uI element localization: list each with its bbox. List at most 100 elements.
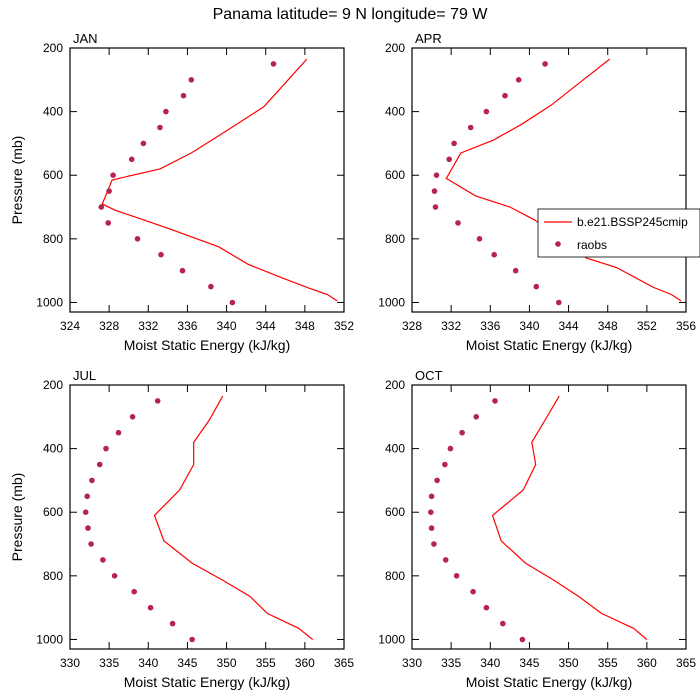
- y-tick-label: 800: [385, 232, 405, 246]
- raobs-point: [515, 77, 522, 83]
- raobs-point: [229, 299, 236, 306]
- y-tick-label: 400: [385, 442, 405, 456]
- plot-frame: [69, 47, 345, 313]
- y-tick-label: 600: [385, 505, 405, 519]
- raobs-point: [470, 588, 476, 595]
- raobs-point: [128, 156, 135, 163]
- plot-frame: [411, 384, 687, 650]
- raobs-point: [140, 140, 147, 147]
- raobs-point: [189, 636, 195, 643]
- raobs-point: [476, 236, 483, 242]
- x-tick-label: 356: [676, 319, 696, 333]
- legend-obs-marker: [555, 241, 561, 247]
- y-tick-label: 200: [385, 41, 405, 55]
- raobs-point: [434, 477, 440, 484]
- raobs-point: [428, 493, 435, 500]
- raobs-point: [483, 604, 490, 611]
- raobs-point: [89, 477, 95, 484]
- raobs-point: [428, 509, 434, 515]
- y-tick-label: 1000: [378, 295, 405, 309]
- x-tick-label: 330: [60, 656, 80, 670]
- raobs-point: [188, 77, 195, 83]
- raobs-point: [96, 461, 103, 468]
- y-tick-label: 200: [43, 378, 63, 392]
- raobs-point: [453, 573, 460, 579]
- model-line: [491, 395, 648, 640]
- raobs-point: [442, 461, 448, 468]
- panel-label: OCT: [415, 368, 443, 383]
- legend-obs-label: raobs: [577, 238, 607, 252]
- raobs-point: [533, 283, 540, 290]
- x-tick-label: 352: [637, 319, 657, 333]
- x-tick-label: 350: [217, 656, 237, 670]
- y-tick-label: 600: [385, 168, 405, 182]
- raobs-point: [131, 588, 137, 595]
- x-tick-label: 344: [256, 319, 276, 333]
- raobs-point: [147, 604, 154, 611]
- raobs-point: [473, 414, 480, 420]
- x-tick-label: 328: [402, 319, 422, 333]
- raobs-point: [106, 188, 112, 194]
- panel-label: JUL: [73, 368, 96, 383]
- x-tick-label: 336: [177, 319, 197, 333]
- raobs-point: [519, 636, 526, 643]
- raobs-point: [491, 251, 498, 258]
- x-tick-label: 335: [99, 656, 119, 670]
- y-tick-label: 200: [43, 41, 63, 55]
- x-tick-label: 352: [334, 319, 354, 333]
- y-tick-label: 800: [43, 232, 63, 246]
- raobs-point: [483, 108, 490, 115]
- x-tick-label: 336: [480, 319, 500, 333]
- raobs-point: [84, 493, 90, 500]
- x-tick-label: 340: [519, 319, 539, 333]
- y-tick-label: 800: [385, 569, 405, 583]
- panel-label: JAN: [73, 31, 98, 46]
- x-tick-label: 355: [256, 656, 276, 670]
- model-line: [445, 58, 682, 302]
- y-tick-label: 1000: [36, 295, 63, 309]
- raobs-point: [169, 620, 176, 627]
- raobs-point: [157, 124, 163, 131]
- x-tick-label: 344: [559, 319, 579, 333]
- x-tick-label: 328: [99, 319, 119, 333]
- raobs-point: [88, 541, 94, 547]
- x-tick-label: 335: [441, 656, 461, 670]
- raobs-point: [512, 267, 519, 274]
- model-line: [153, 395, 314, 640]
- raobs-point: [447, 445, 454, 452]
- y-tick-label: 600: [43, 168, 63, 182]
- x-tick-label: 345: [519, 656, 539, 670]
- x-tick-label: 350: [559, 656, 579, 670]
- raobs-point: [208, 283, 214, 290]
- raobs-point: [433, 172, 440, 178]
- y-tick-label: 200: [385, 378, 405, 392]
- raobs-point: [110, 172, 116, 178]
- raobs-point: [455, 220, 461, 226]
- raobs-point: [111, 573, 118, 579]
- raobs-point: [82, 509, 89, 515]
- raobs-point: [428, 525, 435, 531]
- plot-frame: [69, 384, 345, 650]
- y-tick-label: 600: [43, 505, 63, 519]
- legend: b.e21.BSSP245cmip raobs: [537, 208, 700, 258]
- raobs-point: [115, 429, 122, 436]
- panel-jan: 324 328 332 336 340 344 348 352 200 400 600 800 1000…: [9, 31, 354, 353]
- x-tick-label: 332: [138, 319, 158, 333]
- figure-title: Panama latitude= 9 N longitude= 79 W: [213, 6, 489, 23]
- x-tick-label: 340: [480, 656, 500, 670]
- x-tick-label: 348: [295, 319, 315, 333]
- x-tick-label: 340: [217, 319, 237, 333]
- raobs-point: [158, 251, 164, 258]
- raobs-point: [446, 156, 453, 163]
- raobs-point: [180, 92, 187, 99]
- y-tick-label: 1000: [378, 632, 405, 646]
- raobs-point: [134, 236, 141, 242]
- legend-box: [537, 208, 700, 258]
- raobs-point: [451, 140, 457, 147]
- x-tick-label: 360: [295, 656, 315, 670]
- panel-label: APR: [415, 31, 442, 46]
- x-tick-label: 345: [177, 656, 197, 670]
- x-axis-label: Moist Static Energy (kJ/kg): [466, 674, 633, 690]
- raobs-point: [542, 61, 548, 67]
